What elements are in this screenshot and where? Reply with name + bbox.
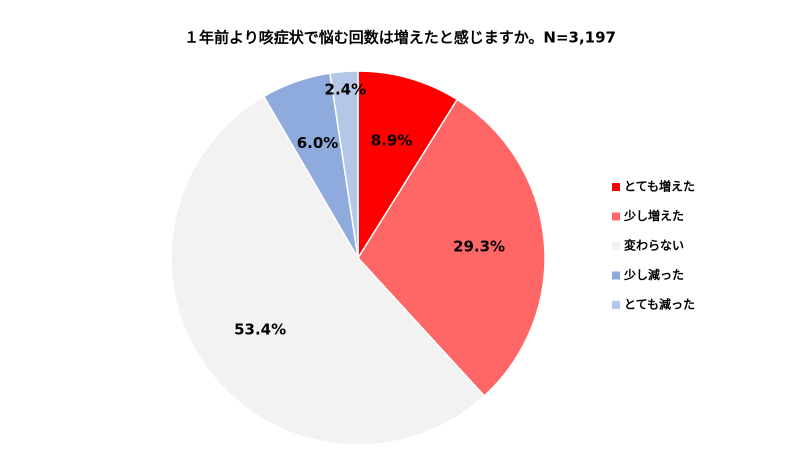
chart-title: １年前より咳症状で悩む回数は増えたと感じますか。N=3,197 (184, 29, 616, 47)
legend-label: 少し減った (623, 267, 684, 282)
legend-label: とても減った (624, 297, 695, 312)
value-label: 2.4% (325, 81, 367, 99)
legend-label: 少し増えた (623, 208, 684, 223)
value-label: 53.4% (234, 321, 286, 339)
legend-swatch (612, 242, 620, 250)
legend-swatch (612, 301, 620, 309)
pie-slice (357, 98, 546, 397)
pie-slice (357, 70, 459, 261)
pie-slice (170, 95, 486, 446)
value-label: 29.3% (453, 237, 505, 255)
pie (170, 70, 546, 446)
legend-swatch (612, 212, 620, 221)
value-labels: 8.9% 29.3% 53.4% 6.0% 2.4% (234, 81, 505, 339)
value-label: 8.9% (371, 132, 413, 150)
legend-label: 変わらない (624, 238, 684, 253)
legend-label: とても増えた (624, 179, 695, 194)
legend-swatch (612, 271, 620, 280)
value-label: 6.0% (297, 134, 339, 152)
legend-swatch (612, 183, 620, 191)
pie-slice (329, 70, 359, 259)
